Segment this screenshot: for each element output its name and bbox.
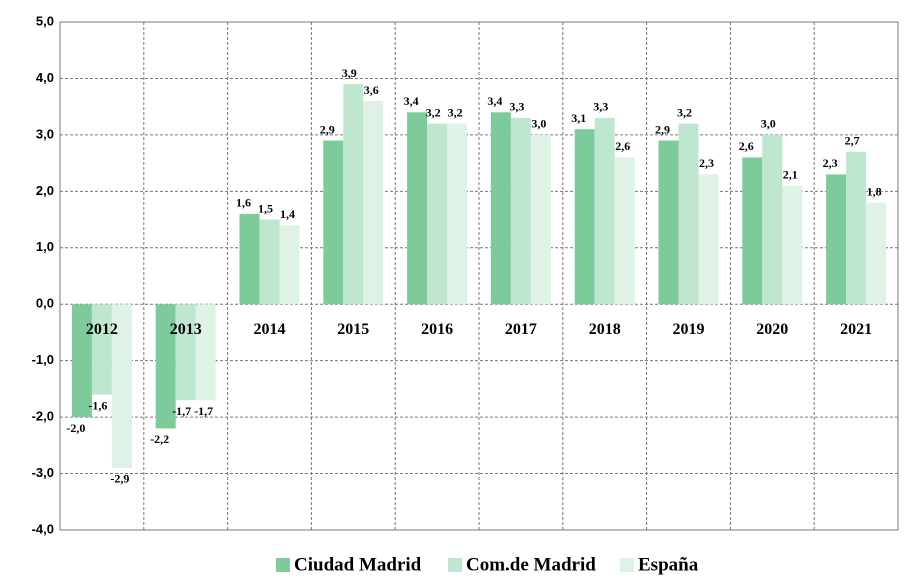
y-tick-label: 2,0 [36,183,54,198]
value-label: 2,9 [655,122,670,136]
value-label: 1,6 [236,196,251,210]
y-tick-label: 5,0 [36,13,54,28]
bar [343,84,364,305]
value-label: 2,6 [615,139,630,153]
bar [614,157,635,305]
legend-label: Com.de Madrid [466,554,596,575]
y-tick-label: 4,0 [36,70,54,85]
value-label: 3,4 [487,94,502,108]
value-label: 3,3 [593,100,608,114]
value-label: 3,2 [677,105,692,119]
x-tick-label: 2014 [254,321,286,338]
x-tick-label: 2019 [673,321,705,338]
bar [91,304,112,395]
y-tick-label: 0,0 [36,296,54,311]
x-tick-label: 2017 [505,321,537,338]
value-label: 1,4 [280,207,295,221]
y-tick-label: -4,0 [32,521,54,536]
bar [407,112,428,305]
y-tick-label: 3,0 [36,126,54,141]
legend-label: España [638,554,699,575]
value-label: 2,9 [320,122,335,136]
value-label: 2,6 [739,139,754,153]
legend-swatch [620,558,634,572]
x-tick-label: 2020 [756,321,788,338]
value-label: 1,5 [258,201,273,215]
bar [594,117,615,305]
y-tick-label: -2,0 [32,409,54,424]
bar [155,304,176,429]
value-label: -2,2 [150,432,169,446]
y-tick-label: -1,0 [32,352,54,367]
value-label: -2,9 [110,472,129,486]
bar [846,151,867,305]
bar [279,225,300,305]
value-label: 3,4 [404,94,419,108]
bar [530,134,551,305]
value-label: 3,0 [531,117,546,131]
bar [490,112,511,305]
bar [239,213,260,305]
bar [574,129,595,305]
legend-swatch [276,558,290,572]
y-tick-label: 1,0 [36,239,54,254]
value-label: 3,2 [448,105,463,119]
bar [698,174,719,305]
value-label: 1,8 [867,184,882,198]
plot-border [59,21,899,531]
x-tick-label: 2016 [421,321,453,338]
bar [826,174,847,305]
bar [678,123,699,305]
x-tick-label: 2021 [840,321,872,338]
value-label: 3,9 [342,66,357,80]
bar [762,134,783,305]
value-label: 2,1 [783,167,798,181]
bar [742,157,763,305]
value-label: -1,7 [172,404,191,418]
value-label: 2,7 [845,134,860,148]
value-label: 3,2 [426,105,441,119]
bar [195,304,216,401]
value-label: 2,3 [699,156,714,170]
bar [510,117,531,305]
value-label: -2,0 [66,421,85,435]
value-label: 3,3 [509,100,524,114]
bar [658,140,679,305]
legend-swatch [448,558,462,572]
y-tick-label: -3,0 [32,465,54,480]
value-label: 3,6 [364,83,379,97]
bar [363,101,384,305]
bar [447,123,468,305]
bar [259,219,280,305]
value-label: 3,0 [761,117,776,131]
bar [866,202,887,305]
x-tick-label: 2013 [170,321,202,338]
bar [323,140,344,305]
bar [175,304,196,401]
value-label: 3,1 [571,111,586,125]
legend-label: Ciudad Madrid [294,554,422,575]
bar [111,304,132,468]
x-tick-label: 2015 [337,321,369,338]
value-label: 2,3 [823,156,838,170]
x-tick-label: 2012 [86,321,118,338]
x-tick-label: 2018 [589,321,621,338]
bar [782,185,803,305]
bar [427,123,448,305]
value-label: -1,6 [88,398,107,412]
value-label: -1,7 [194,404,213,418]
bar [71,304,92,418]
